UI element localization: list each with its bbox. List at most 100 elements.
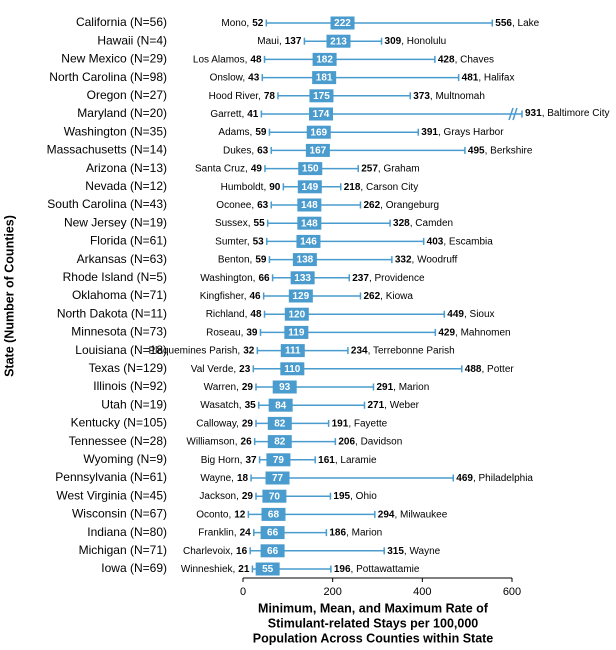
max-value: 195 [333, 491, 350, 502]
min-county: Benton, [218, 254, 252, 265]
min-county: Wasatch, [200, 400, 241, 411]
state-label: Minnesota (N=73) [71, 325, 167, 339]
max-value: 488 [465, 363, 482, 374]
max-county: , Terrebonne Parish [368, 345, 455, 356]
mean-box [306, 125, 331, 139]
min-county: Kingfisher, [200, 291, 247, 302]
max-value: 294 [378, 509, 395, 520]
min-county: Mono, [221, 18, 249, 29]
max-label: 191, Fayette [332, 418, 388, 429]
max-value: 428 [438, 54, 455, 65]
state-label: Kentucky (N=105) [71, 416, 167, 430]
min-county: Oconto, [196, 509, 231, 520]
min-label: Kingfisher, 46 [200, 291, 261, 302]
max-county: , Milwaukee [394, 509, 447, 520]
mean-label: 146 [300, 237, 317, 248]
max-value: 262 [363, 291, 380, 302]
max-value: 218 [344, 181, 361, 192]
state-label: Washington (N=35) [64, 124, 167, 138]
min-value: 55 [254, 218, 266, 229]
mean-box [305, 143, 330, 157]
state-label: Tennessee (N=28) [69, 434, 167, 448]
min-county: Maui, [257, 36, 281, 47]
mean-box [312, 52, 337, 66]
max-label: 931, Baltimore City [525, 108, 610, 119]
min-county: Dukes, [223, 145, 254, 156]
min-value: 63 [257, 200, 269, 211]
min-county: Williamson, [186, 436, 237, 447]
min-value: 52 [252, 18, 264, 29]
max-value: 332 [395, 254, 412, 265]
mean-label: 222 [334, 18, 351, 29]
max-value: 186 [329, 527, 346, 538]
min-label: Hood River, 78 [209, 90, 276, 101]
axis-break [512, 107, 518, 121]
min-county: Calloway, [196, 418, 239, 429]
min-county: Hood River, [209, 90, 261, 101]
mean-label: 169 [310, 127, 327, 138]
max-value: 234 [351, 345, 368, 356]
state-label: Arizona (N=13) [86, 161, 167, 175]
mean-box [262, 489, 287, 503]
x-tick-label: 0 [240, 586, 246, 598]
min-label: Mono, 52 [221, 18, 263, 29]
max-label: 403, Escambia [427, 236, 494, 247]
mean-box [284, 325, 309, 339]
x-tick-label: 200 [323, 586, 341, 598]
max-label: 262, Kiowa [363, 291, 413, 302]
min-county: Sussex, [215, 218, 251, 229]
min-value: 41 [247, 109, 259, 120]
min-value: 48 [250, 54, 262, 65]
min-county: Jackson, [199, 491, 238, 502]
min-value: 66 [258, 272, 270, 283]
min-label: Wasatch, 35 [200, 400, 256, 411]
mean-box [309, 89, 334, 103]
mean-label: 77 [272, 473, 284, 484]
max-county: , Laramie [335, 454, 377, 465]
min-value: 18 [237, 473, 249, 484]
state-label: Iowa (N=69) [101, 561, 167, 575]
max-county: , Baltimore City [541, 108, 610, 119]
mean-label: 148 [301, 218, 318, 229]
mean-box [326, 34, 351, 48]
max-county: , Multnomah [430, 90, 485, 101]
mean-label: 150 [302, 164, 319, 175]
min-value: 59 [255, 254, 267, 265]
max-county: , Davidson [355, 436, 402, 447]
min-value: 78 [264, 90, 276, 101]
mean-label: 82 [274, 437, 286, 448]
min-county: Warren, [204, 382, 239, 393]
max-label: 428, Chaves [438, 54, 494, 65]
max-value: 481 [462, 72, 479, 83]
max-label: 309, Honolulu [385, 36, 447, 47]
max-county: , Berkshire [485, 145, 533, 156]
y-axis-title: State (Number of Counties) [2, 215, 16, 377]
max-value: 391 [421, 127, 438, 138]
mean-label: 66 [267, 528, 279, 539]
state-label: West Virginia (N=45) [56, 488, 167, 502]
state-label: Illinois (N=92) [93, 379, 167, 393]
min-value: 48 [250, 309, 262, 320]
state-label: Wyoming (N=9) [83, 452, 167, 466]
mean-box [288, 289, 313, 303]
min-label: Garrett, 41 [210, 109, 258, 120]
x-axis-title: Minimum, Mean, and Maximum Rate of [258, 601, 489, 615]
min-value: 23 [239, 363, 251, 374]
mean-label: 133 [294, 273, 311, 284]
max-county: , Potter [481, 363, 514, 374]
mean-box [267, 416, 292, 430]
min-label: Big Horn, 37 [201, 454, 257, 465]
min-value: 90 [269, 181, 281, 192]
state-label: Rhode Island (N=5) [63, 270, 167, 284]
max-label: 196, Pottawattamie [334, 564, 420, 575]
min-county: Plaquemines Parish, [149, 345, 241, 356]
state-label: Michigan (N=71) [79, 543, 167, 557]
max-label: 234, Terrebonne Parish [351, 345, 455, 356]
min-label: Adams, 59 [218, 127, 266, 138]
x-axis-title: Stimulant-related Stays per 100,000 [268, 616, 479, 630]
mean-label: 149 [301, 182, 318, 193]
min-label: Wayne, 18 [200, 473, 248, 484]
max-value: 291 [376, 382, 393, 393]
mean-label: 79 [273, 455, 285, 466]
